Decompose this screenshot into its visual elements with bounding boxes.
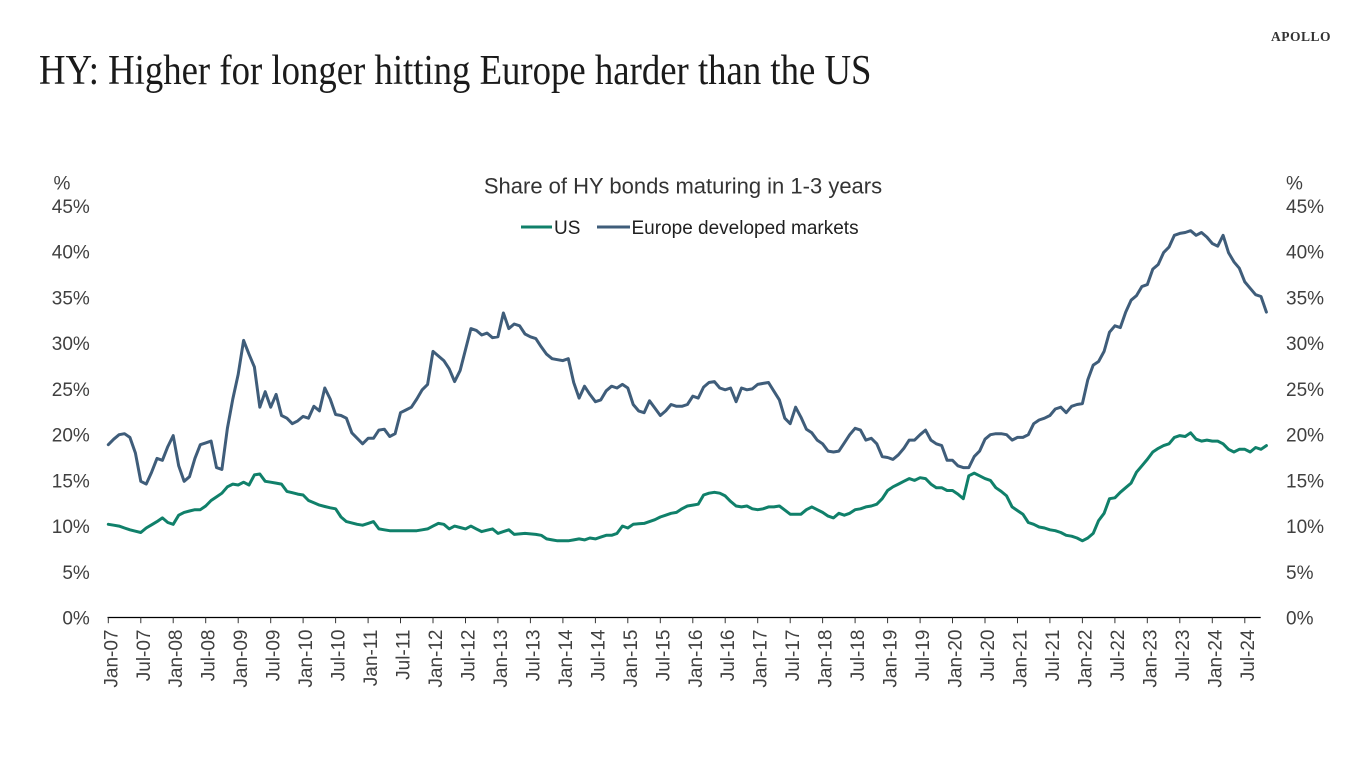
svg-text:45%: 45% (52, 197, 90, 218)
svg-text:%: % (1286, 173, 1303, 194)
svg-text:25%: 25% (52, 380, 90, 401)
svg-text:Jan-21: Jan-21 (1010, 630, 1031, 688)
svg-text:Jan-14: Jan-14 (556, 629, 577, 688)
svg-text:Jan-17: Jan-17 (751, 630, 772, 688)
svg-text:20%: 20% (1286, 426, 1324, 447)
svg-text:Jul-16: Jul-16 (718, 630, 739, 682)
svg-text:Jan-22: Jan-22 (1075, 630, 1096, 688)
svg-text:%: % (54, 173, 71, 194)
svg-text:20%: 20% (52, 426, 90, 447)
svg-text:Jul-08: Jul-08 (199, 630, 220, 682)
svg-text:Jan-19: Jan-19 (881, 630, 902, 688)
svg-text:25%: 25% (1286, 380, 1324, 401)
svg-text:30%: 30% (1286, 334, 1324, 355)
svg-text:Jul-18: Jul-18 (848, 630, 869, 682)
svg-text:35%: 35% (1286, 288, 1324, 309)
svg-text:Jan-12: Jan-12 (426, 630, 447, 688)
svg-text:10%: 10% (52, 517, 90, 538)
svg-text:Jan-09: Jan-09 (231, 630, 252, 688)
svg-text:5%: 5% (62, 563, 90, 584)
svg-text:45%: 45% (1286, 197, 1324, 218)
svg-text:5%: 5% (1286, 563, 1314, 584)
svg-text:Jan-13: Jan-13 (491, 630, 512, 688)
svg-text:Share of HY bonds maturing in: Share of HY bonds maturing in 1-3 years (484, 174, 882, 199)
svg-text:Jul-17: Jul-17 (783, 630, 804, 682)
svg-text:0%: 0% (62, 609, 90, 630)
svg-text:15%: 15% (52, 471, 90, 492)
svg-text:Jul-13: Jul-13 (523, 630, 544, 682)
svg-text:10%: 10% (1286, 517, 1324, 538)
svg-text:0%: 0% (1286, 609, 1314, 630)
svg-text:Europe developed markets: Europe developed markets (632, 218, 859, 239)
svg-text:Jan-16: Jan-16 (686, 630, 707, 688)
svg-text:Jul-23: Jul-23 (1173, 630, 1194, 682)
svg-text:Jul-24: Jul-24 (1238, 629, 1259, 681)
svg-text:40%: 40% (1286, 243, 1324, 264)
svg-text:Jan-20: Jan-20 (946, 630, 967, 688)
svg-text:30%: 30% (52, 334, 90, 355)
svg-text:Jul-07: Jul-07 (134, 630, 155, 682)
svg-text:Jul-19: Jul-19 (913, 630, 934, 682)
svg-text:Jan-07: Jan-07 (101, 630, 122, 688)
svg-text:35%: 35% (52, 288, 90, 309)
svg-text:40%: 40% (52, 243, 90, 264)
svg-text:Jul-21: Jul-21 (1043, 630, 1064, 682)
svg-text:Jul-22: Jul-22 (1108, 630, 1129, 682)
svg-text:Jan-23: Jan-23 (1140, 630, 1161, 688)
svg-text:Jan-08: Jan-08 (166, 630, 187, 688)
svg-text:Jul-11: Jul-11 (394, 630, 415, 680)
svg-text:Jul-09: Jul-09 (264, 630, 285, 682)
svg-text:Jul-15: Jul-15 (653, 630, 674, 682)
svg-text:Jan-24: Jan-24 (1205, 629, 1226, 688)
svg-text:Jul-10: Jul-10 (329, 630, 350, 682)
svg-text:15%: 15% (1286, 471, 1324, 492)
svg-text:Jan-15: Jan-15 (621, 630, 642, 688)
svg-text:US: US (554, 218, 580, 239)
svg-text:Jan-10: Jan-10 (296, 630, 317, 688)
svg-text:Jul-20: Jul-20 (978, 629, 999, 681)
svg-text:Jan-18: Jan-18 (816, 630, 837, 688)
svg-text:Jan-11: Jan-11 (361, 630, 382, 687)
svg-text:Jul-14: Jul-14 (588, 629, 609, 681)
svg-text:Jul-12: Jul-12 (459, 630, 480, 682)
